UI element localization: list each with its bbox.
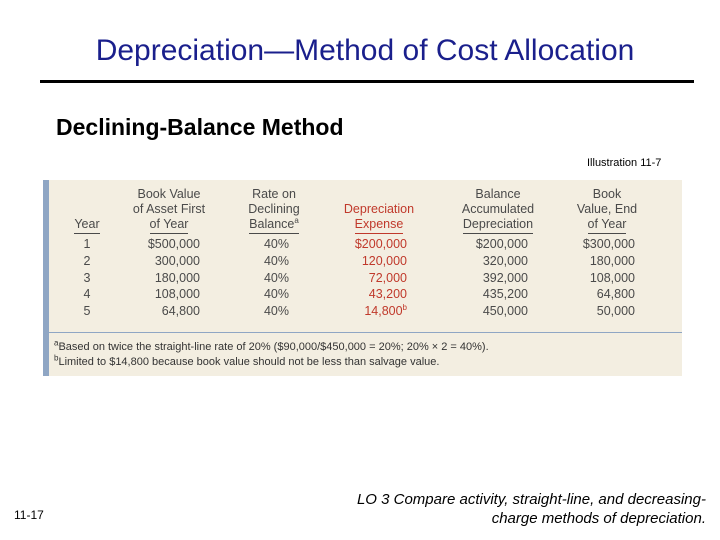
illustration-label: Illustration 11-7 bbox=[587, 157, 662, 169]
illustration-panel bbox=[43, 180, 682, 376]
cell-rate: 40% bbox=[263, 253, 289, 268]
cell-rate: 40% bbox=[263, 270, 289, 285]
cell-rate: 40% bbox=[263, 304, 289, 319]
cell-accumulated: $200,000 bbox=[475, 237, 528, 251]
note-b: bLimited to $14,800 because book value s… bbox=[54, 353, 440, 368]
table-row: 4 108,000 40% 43,200 435,200 64,800 bbox=[60, 286, 652, 303]
learning-objective: LO 3 Compare activity, straight-line, an… bbox=[356, 491, 706, 527]
cell-year: 5 bbox=[83, 304, 91, 319]
depreciation-table: Year Book Value of Asset First of Year R… bbox=[60, 187, 652, 320]
cell-accumulated: 320,000 bbox=[482, 253, 528, 268]
cell-accumulated: 450,000 bbox=[482, 304, 528, 319]
cell-book-value-first: $500,000 bbox=[147, 237, 200, 251]
table-row: 1 $500,000 40% $200,000 $200,000 $300,00… bbox=[60, 236, 652, 253]
cell-rate: 40% bbox=[263, 237, 289, 251]
table-row: 3 180,000 40% 72,000 392,000 108,000 bbox=[60, 270, 652, 287]
cell-rate: 40% bbox=[263, 287, 289, 302]
slide-title: Depreciation—Method of Cost Allocation bbox=[95, 34, 635, 67]
table-notes: aBased on twice the straight-line rate o… bbox=[54, 338, 489, 370]
cell-expense: 72,000 bbox=[368, 270, 407, 285]
title-divider bbox=[40, 80, 694, 83]
cell-expense: 43,200 bbox=[368, 287, 407, 302]
cell-year: 3 bbox=[83, 270, 91, 285]
table-row: 2 300,000 40% 120,000 320,000 180,000 bbox=[60, 253, 652, 270]
note-a: aBased on twice the straight-line rate o… bbox=[54, 338, 489, 353]
header-expense: Depreciation Expense bbox=[324, 187, 434, 236]
cell-book-value-first: 300,000 bbox=[154, 253, 200, 268]
cell-year: 4 bbox=[83, 287, 91, 302]
slide-subtitle: Declining-Balance Method bbox=[56, 114, 344, 140]
header-year: Year bbox=[60, 187, 114, 236]
cell-year: 1 bbox=[83, 237, 91, 251]
header-rate: Rate on Declining Balancea bbox=[224, 187, 324, 236]
cell-book-value-end: 180,000 bbox=[589, 253, 635, 268]
cell-book-value-first: 180,000 bbox=[154, 270, 200, 285]
cell-accumulated: 435,200 bbox=[482, 287, 528, 302]
header-book-value-first: Book Value of Asset First of Year bbox=[114, 187, 224, 236]
cell-book-value-end: 108,000 bbox=[589, 270, 635, 285]
cell-book-value-first: 64,800 bbox=[161, 304, 200, 319]
cell-book-value-end: $300,000 bbox=[582, 237, 635, 251]
cell-book-value-end: 50,000 bbox=[596, 304, 635, 319]
panel-accent-bar bbox=[43, 180, 49, 376]
header-book-value-end: Book Value, End of Year bbox=[562, 187, 652, 236]
page-number: 11-17 bbox=[14, 508, 44, 522]
cell-expense: 120,000 bbox=[361, 253, 407, 268]
header-accumulated: Balance Accumulated Depreciation bbox=[434, 187, 562, 236]
cell-expense: 14,800b bbox=[364, 303, 407, 319]
cell-year: 2 bbox=[83, 253, 91, 268]
cell-expense: $200,000 bbox=[354, 237, 407, 251]
table-header-row: Year Book Value of Asset First of Year R… bbox=[60, 187, 652, 236]
cell-book-value-first: 108,000 bbox=[154, 287, 200, 302]
cell-accumulated: 392,000 bbox=[482, 270, 528, 285]
table-row: 5 64,800 40% 14,800b 450,000 50,000 bbox=[60, 303, 652, 320]
notes-divider bbox=[49, 332, 682, 333]
cell-book-value-end: 64,800 bbox=[596, 287, 635, 302]
